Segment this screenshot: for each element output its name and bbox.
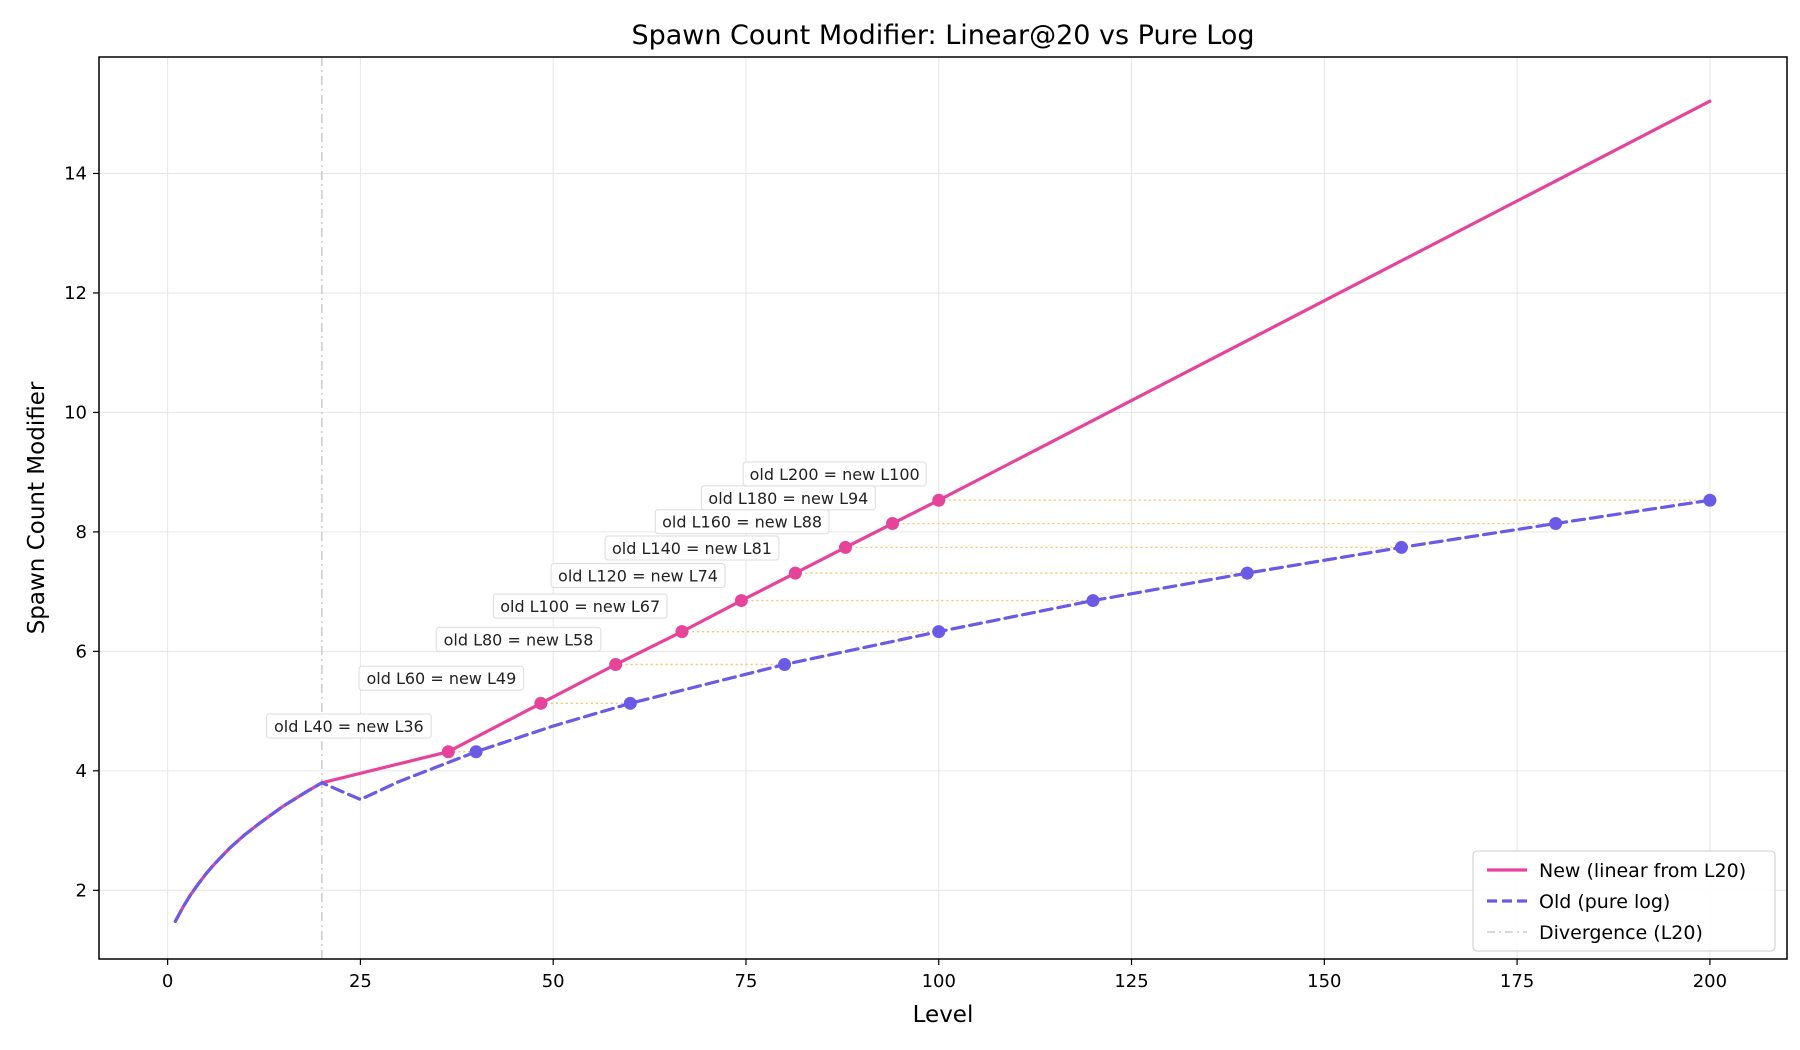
- annotation: old L120 = new L74: [550, 563, 726, 589]
- y-tick-label: 6: [76, 641, 87, 662]
- new-marker: [734, 594, 748, 608]
- annotation-box: [435, 626, 602, 652]
- annotation-text: old L160 = new L88: [662, 513, 822, 532]
- y-tick-label: 10: [64, 402, 87, 423]
- legend-label: New (linear from L20): [1539, 860, 1746, 882]
- old-marker: [1394, 540, 1408, 554]
- x-tick-label: 50: [542, 971, 565, 992]
- new-marker: [788, 566, 802, 580]
- annotation-text: old L100 = new L67: [500, 597, 660, 616]
- annotation-text: old L200 = new L100: [750, 465, 920, 484]
- old-marker: [1086, 594, 1100, 608]
- old-marker: [778, 658, 792, 672]
- x-tick-label: 100: [922, 971, 956, 992]
- tick-layer: 0 25 50 75 100 125 150 175 200 2 4 6 8 10 12 14: [64, 163, 1727, 992]
- new-marker: [675, 625, 689, 639]
- legend-label: Old (pure log): [1539, 891, 1670, 913]
- annotation: old L100 = new L67: [492, 593, 668, 619]
- old-marker: [1703, 493, 1717, 507]
- annotation: old L80 = new L58: [435, 626, 602, 652]
- x-axis-title: Level: [913, 1002, 974, 1028]
- series-layer: [173, 99, 1712, 923]
- x-tick-label: 0: [162, 971, 173, 992]
- x-tick-label: 175: [1500, 971, 1534, 992]
- legend-box: [1472, 850, 1776, 952]
- new-marker: [838, 540, 852, 554]
- annotation-box: [604, 535, 780, 561]
- annotation-text: old L40 = new L36: [274, 717, 424, 736]
- chart-title: Spawn Count Modifier: Linear@20 vs Pure …: [631, 20, 1254, 51]
- annotation-box: [492, 593, 668, 619]
- annotation: old L200 = new L100: [742, 461, 927, 487]
- new-marker: [441, 745, 455, 759]
- annotation-box: [358, 665, 525, 691]
- y-tick-label: 4: [76, 761, 87, 782]
- x-tick-label: 75: [735, 971, 758, 992]
- x-tick-label: 150: [1307, 971, 1341, 992]
- annotation-layer: old L40 = new L36 old L60 = new L49 old L8…: [265, 461, 927, 739]
- y-tick-label: 2: [76, 880, 87, 901]
- x-tick-label: 25: [349, 971, 372, 992]
- old-marker: [932, 625, 946, 639]
- annotation-text: old L60 = new L49: [366, 669, 516, 688]
- y-tick-label: 12: [64, 283, 87, 304]
- annotation-text: old L180 = new L94: [708, 489, 868, 508]
- annotation: old L140 = new L81: [604, 535, 780, 561]
- x-tick-label: 125: [1114, 971, 1148, 992]
- annotation: old L160 = new L88: [654, 509, 830, 535]
- series-new-line: [173, 99, 1712, 923]
- legend-label: Divergence (L20): [1539, 922, 1703, 944]
- annotation-text: old L80 = new L58: [444, 630, 594, 649]
- connector-layer: [448, 499, 1710, 753]
- old-marker: [1240, 566, 1254, 580]
- y-axis-title: Spawn Count Modifier: [24, 381, 50, 634]
- y-tick-label: 14: [64, 163, 87, 184]
- new-marker: [609, 658, 623, 672]
- old-marker: [469, 745, 483, 759]
- legend: New (linear from L20) Old (pure log) Diver…: [1472, 850, 1776, 952]
- old-marker: [1549, 517, 1563, 531]
- new-marker: [932, 493, 946, 507]
- annotation: old L60 = new L49: [358, 665, 525, 691]
- y-tick-label: 8: [76, 522, 87, 543]
- annotation-box: [742, 461, 927, 487]
- annotation: old L40 = new L36: [265, 713, 432, 739]
- plot-frame: [98, 56, 1788, 960]
- new-marker: [534, 696, 548, 710]
- series-old-line: [173, 498, 1712, 923]
- old-marker: [623, 696, 637, 710]
- annotation-text: old L140 = new L81: [612, 539, 772, 558]
- x-tick-label: 200: [1693, 971, 1727, 992]
- annotation-text: old L120 = new L74: [558, 567, 718, 586]
- marker-layer: [441, 493, 1717, 759]
- annotation: old L180 = new L94: [700, 485, 876, 511]
- new-marker: [885, 517, 899, 531]
- annotation-box: [550, 563, 726, 589]
- annotation-box: [265, 713, 432, 739]
